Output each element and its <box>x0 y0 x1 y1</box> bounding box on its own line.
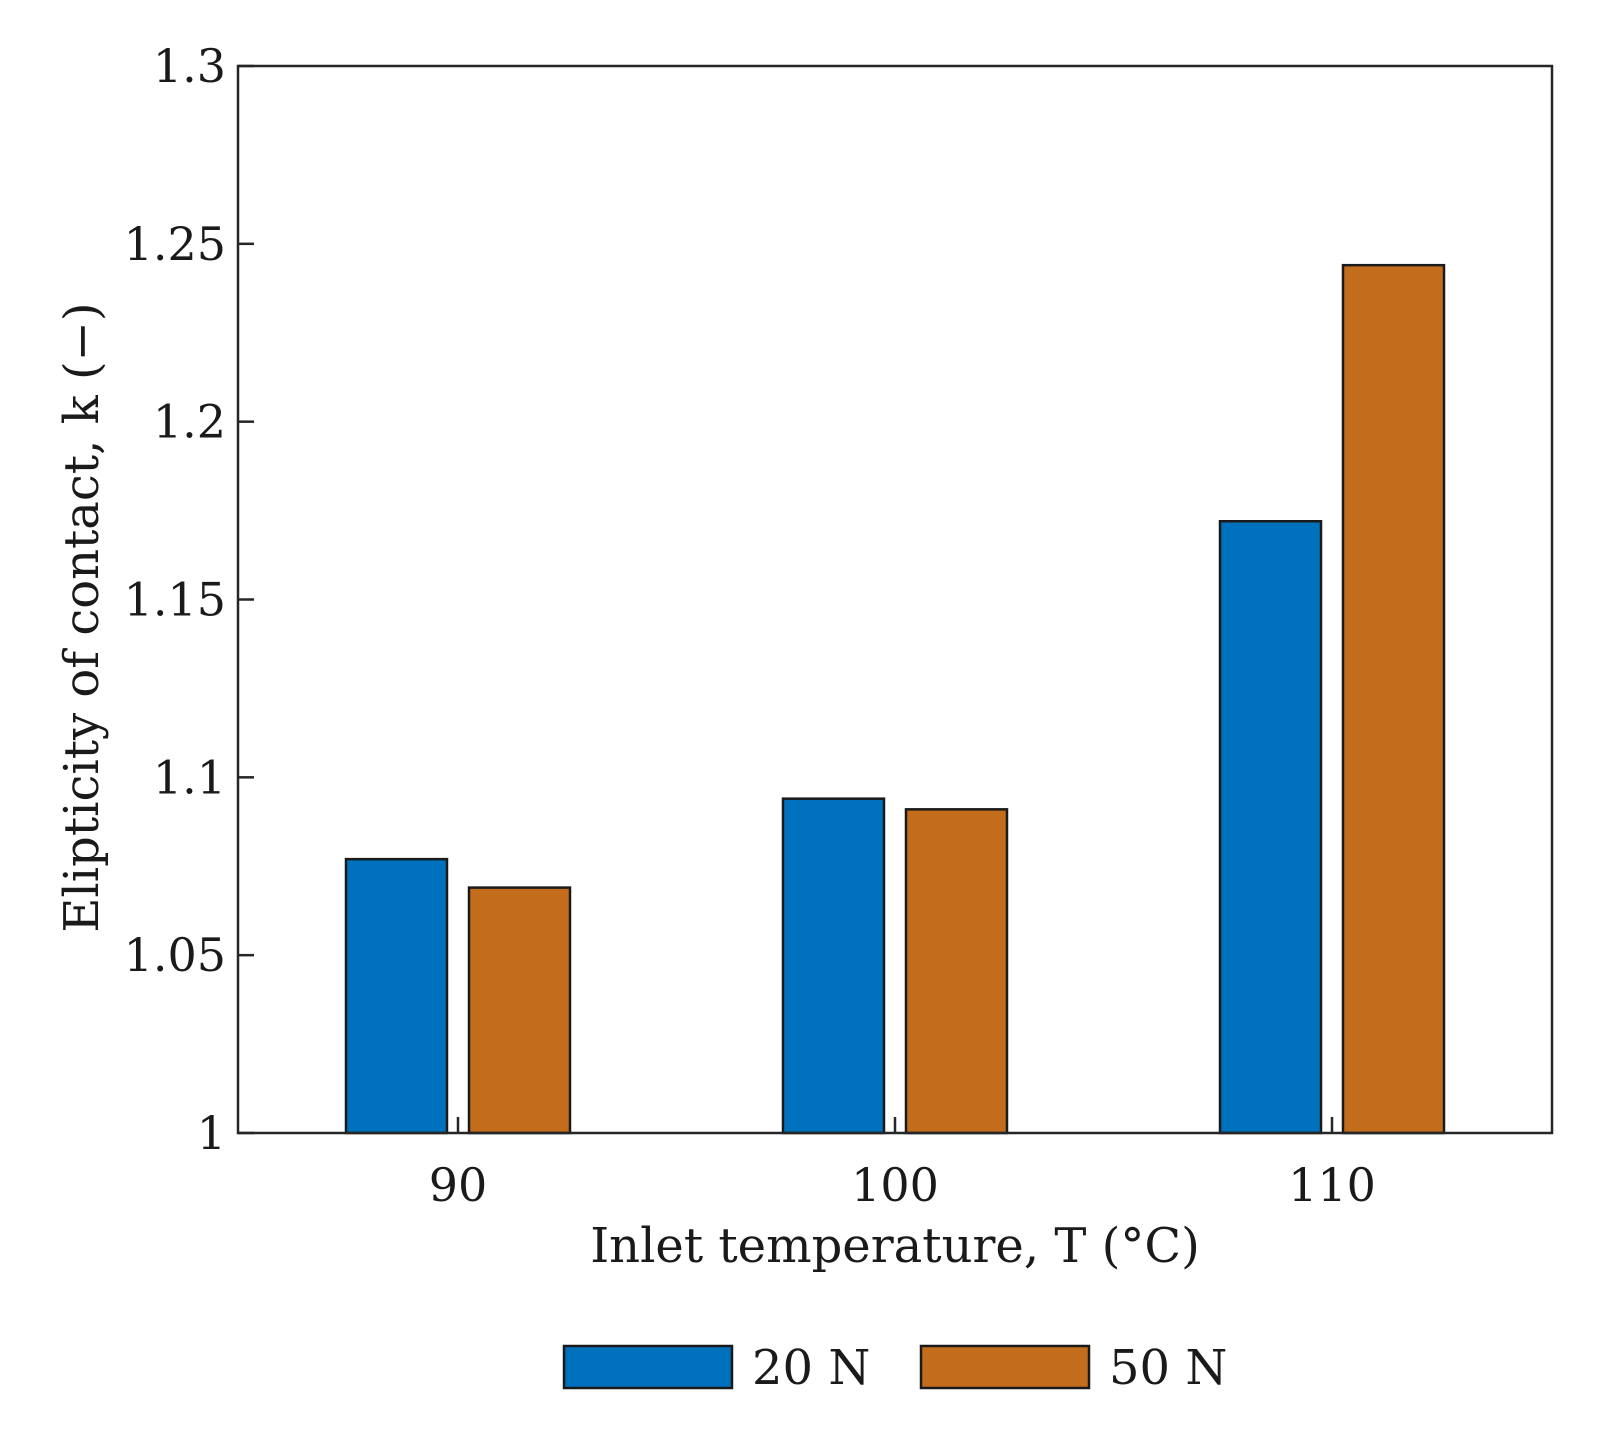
y-ticks-group: 1 1.05 1.1 1.15 1.2 1.25 1.3 <box>124 39 254 1160</box>
x-ticks-group: 90 100 110 <box>429 1117 1376 1212</box>
plot-frame <box>236 64 1554 1135</box>
y-tick-label: 1.05 <box>124 928 226 982</box>
y-axis-title: Elipticity of contact, k (−) <box>54 302 110 932</box>
bar-20n-100 <box>781 797 886 1135</box>
legend-swatch-50n <box>919 1344 1091 1390</box>
bar-50n-90 <box>467 886 572 1135</box>
legend-label-50n: 50 N <box>1109 1340 1227 1396</box>
legend-label-20n: 20 N <box>752 1340 870 1396</box>
y-tick-label: 1 <box>197 1106 226 1160</box>
bar-50n-110 <box>1341 263 1446 1135</box>
bar-20n-110 <box>1218 520 1323 1135</box>
y-tick-label: 1.1 <box>153 750 226 804</box>
bar-20n-90 <box>344 857 449 1135</box>
bars-group <box>344 263 1446 1135</box>
x-tick-label: 100 <box>851 1158 939 1212</box>
bar-50n-100 <box>904 808 1009 1135</box>
x-axis-title: Inlet temperature, T (°C) <box>590 1218 1200 1274</box>
y-tick-label: 1.15 <box>124 573 226 627</box>
y-tick-label: 1.25 <box>124 217 226 271</box>
y-tick-label: 1.2 <box>153 395 226 449</box>
x-tick-label: 90 <box>429 1158 488 1212</box>
y-tick-label: 1.3 <box>153 39 226 93</box>
legend: 20 N 50 N <box>562 1340 1227 1396</box>
x-tick-label: 110 <box>1288 1158 1376 1212</box>
legend-swatch-20n <box>562 1344 734 1390</box>
